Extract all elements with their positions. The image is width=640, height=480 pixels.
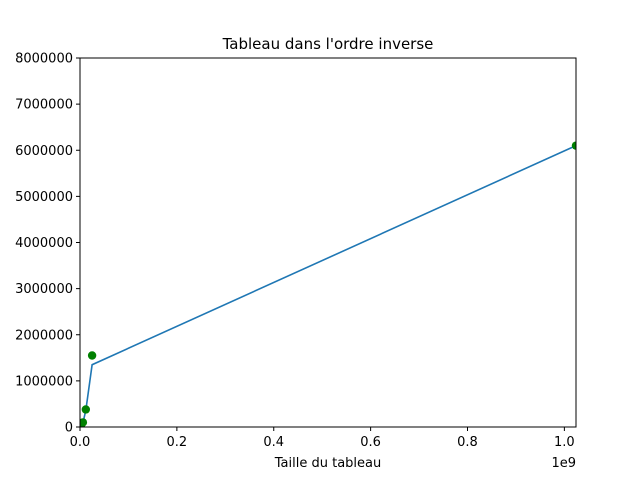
- x-axis-offset-label: 1e9: [551, 456, 576, 471]
- y-tick-label: 6000000: [15, 144, 73, 159]
- plot-area: [80, 141, 577, 428]
- x-tick-label: 0.4: [263, 435, 284, 450]
- y-tick-label: 4000000: [15, 236, 73, 251]
- scatter-point: [81, 405, 91, 414]
- x-tick-label: 0.6: [360, 435, 381, 450]
- scatter-point: [571, 141, 576, 150]
- y-tick-label: 0: [65, 421, 73, 436]
- axes-frame: [79, 57, 577, 428]
- y-tick-label: 7000000: [15, 98, 73, 113]
- y-tick-label: 5000000: [15, 190, 73, 205]
- chart-title: Tableau dans l'ordre inverse: [222, 35, 434, 53]
- scatter-point: [80, 418, 88, 427]
- x-tick-label: 0.0: [70, 435, 91, 450]
- scatter-point: [87, 351, 97, 360]
- y-tick-label: 8000000: [15, 52, 73, 67]
- x-tick-label: 0.8: [457, 435, 478, 450]
- y-tick-label: 1000000: [15, 374, 73, 389]
- y-tick-label: 3000000: [15, 282, 73, 297]
- axes: [79, 57, 577, 428]
- x-tick-label: 0.2: [167, 435, 188, 450]
- x-axis-ticks: 0.0 0.2 0.4 0.6 0.8 1.0: [70, 427, 575, 450]
- y-tick-label: 2000000: [15, 328, 73, 343]
- series-line-0: [80, 144, 577, 428]
- y-axis-ticks: 0 1000000 2000000 3000000 4000000 5000000 6000…: [15, 52, 80, 436]
- x-tick-label: 1.0: [554, 435, 575, 450]
- x-axis-label: Taille du tableau: [274, 456, 381, 471]
